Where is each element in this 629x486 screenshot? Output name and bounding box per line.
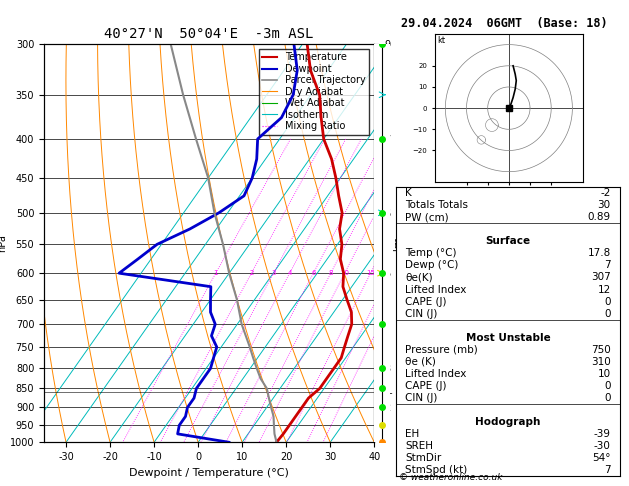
Text: 29.04.2024  06GMT  (Base: 18): 29.04.2024 06GMT (Base: 18) (401, 17, 608, 30)
Text: Totals Totals: Totals Totals (405, 200, 468, 210)
Text: Lifted Index: Lifted Index (405, 369, 467, 379)
Text: CAPE (J): CAPE (J) (405, 381, 447, 391)
Text: 7: 7 (604, 260, 611, 270)
Text: Pressure (mb): Pressure (mb) (405, 345, 478, 355)
Text: -2: -2 (600, 188, 611, 198)
Text: 10: 10 (340, 270, 349, 276)
Text: Temp (°C): Temp (°C) (405, 248, 457, 259)
Text: K: K (405, 188, 412, 198)
Text: θe(K): θe(K) (405, 273, 433, 282)
Y-axis label: hPa: hPa (0, 234, 7, 252)
Text: Dewp (°C): Dewp (°C) (405, 260, 459, 270)
Text: 15: 15 (366, 270, 375, 276)
Text: 0.89: 0.89 (587, 212, 611, 222)
Text: SREH: SREH (405, 441, 433, 451)
Text: Surface: Surface (486, 236, 530, 246)
Text: 3: 3 (271, 270, 276, 276)
Text: 7: 7 (604, 465, 611, 475)
Text: 8: 8 (328, 270, 333, 276)
Text: -39: -39 (594, 429, 611, 439)
X-axis label: Dewpoint / Temperature (°C): Dewpoint / Temperature (°C) (129, 468, 289, 478)
Text: 307: 307 (591, 273, 611, 282)
Text: 30: 30 (598, 200, 611, 210)
Text: 54°: 54° (592, 453, 611, 463)
Text: Lifted Index: Lifted Index (405, 284, 467, 295)
Text: 4: 4 (287, 270, 292, 276)
Text: CIN (J): CIN (J) (405, 309, 438, 319)
Text: 1: 1 (213, 270, 218, 276)
Text: StmDir: StmDir (405, 453, 442, 463)
Title: 40°27'N  50°04'E  -3m ASL: 40°27'N 50°04'E -3m ASL (104, 27, 314, 41)
Text: -30: -30 (594, 441, 611, 451)
Text: EH: EH (405, 429, 420, 439)
Text: 0: 0 (604, 381, 611, 391)
Text: 750: 750 (591, 345, 611, 355)
Text: 17.8: 17.8 (587, 248, 611, 259)
Text: © weatheronline.co.uk: © weatheronline.co.uk (399, 473, 503, 482)
Text: 0: 0 (604, 309, 611, 319)
Text: PW (cm): PW (cm) (405, 212, 449, 222)
Text: 0: 0 (604, 296, 611, 307)
Text: θe (K): θe (K) (405, 357, 436, 367)
Text: Hodograph: Hodograph (476, 417, 540, 427)
Text: kt: kt (437, 36, 445, 45)
Text: Most Unstable: Most Unstable (465, 333, 550, 343)
Text: StmSpd (kt): StmSpd (kt) (405, 465, 467, 475)
Text: CIN (J): CIN (J) (405, 393, 438, 403)
Text: 10: 10 (598, 369, 611, 379)
Text: CAPE (J): CAPE (J) (405, 296, 447, 307)
Text: 0: 0 (604, 393, 611, 403)
Text: 12: 12 (598, 284, 611, 295)
Text: 2: 2 (249, 270, 253, 276)
Legend: Temperature, Dewpoint, Parcel Trajectory, Dry Adiabat, Wet Adiabat, Isotherm, Mi: Temperature, Dewpoint, Parcel Trajectory… (259, 49, 369, 135)
Text: 6: 6 (311, 270, 316, 276)
Text: 310: 310 (591, 357, 611, 367)
Y-axis label: km
ASL: km ASL (393, 234, 415, 252)
Text: LCL: LCL (377, 387, 392, 396)
